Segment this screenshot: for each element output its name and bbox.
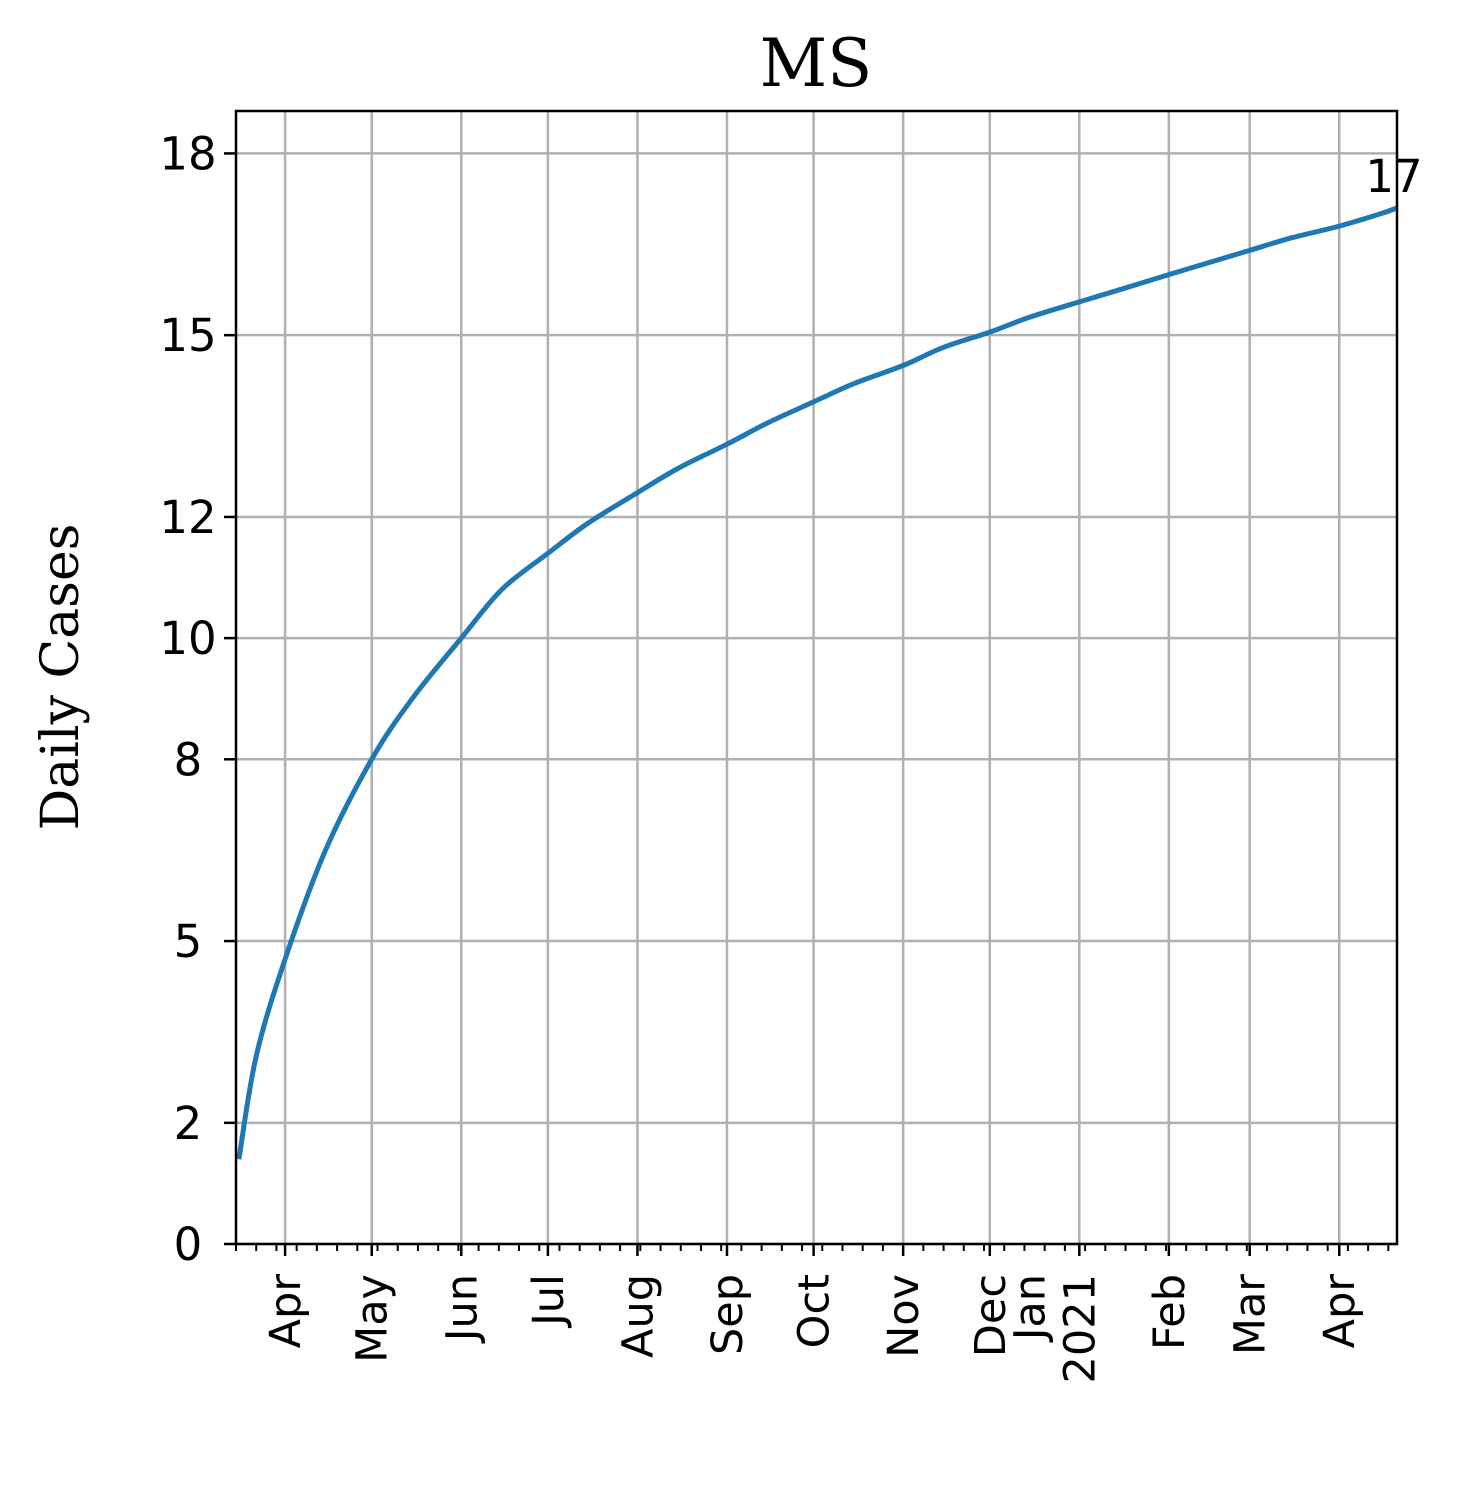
y-tick-label: 18 [159, 127, 216, 180]
x-tick-label: Jun [437, 1274, 487, 1344]
y-axis-label: Daily Cases [31, 524, 91, 831]
y-tick-label: 15 [159, 309, 216, 362]
y-tick-label: 8 [174, 733, 203, 786]
ticks [224, 152, 1390, 1256]
chart-title: MS [760, 25, 873, 102]
x-tick-label: Mar [1226, 1274, 1276, 1355]
y-tick-label: 2 [174, 1097, 203, 1150]
x-tick-label: Sep [703, 1274, 753, 1355]
annotations: 17 [1365, 150, 1422, 203]
x-tick-label: Dec [966, 1274, 1016, 1357]
x-tick-label: Feb [1145, 1274, 1195, 1350]
x-tick-label: Apr [261, 1274, 311, 1349]
x-tick-label: Jul [524, 1274, 574, 1329]
y-tick-label: 5 [174, 915, 203, 968]
x-tick-label: Nov [879, 1274, 929, 1358]
x-tick-label: May [348, 1274, 398, 1363]
tick-labels: 0 2 5 8 10 12 15 18 Apr May Jun Jul Aug Sep Oct Nov DecJ… [159, 127, 1365, 1383]
y-tick-label: 12 [159, 491, 216, 544]
grid [236, 111, 1397, 1246]
x-tick-label: Apr [1315, 1274, 1365, 1349]
x-tick-label: Jan2021 [1005, 1274, 1105, 1383]
x-tick-label: Aug [613, 1274, 663, 1358]
y-tick-label: 0 [174, 1218, 203, 1271]
x-tick-label: Oct [790, 1274, 840, 1348]
y-tick-label: 10 [159, 612, 216, 665]
plot-frame [234, 109, 1399, 1246]
daily-cases-line [236, 205, 1398, 1160]
end-value-label: 17 [1365, 150, 1422, 203]
series-layer [236, 205, 1398, 1160]
